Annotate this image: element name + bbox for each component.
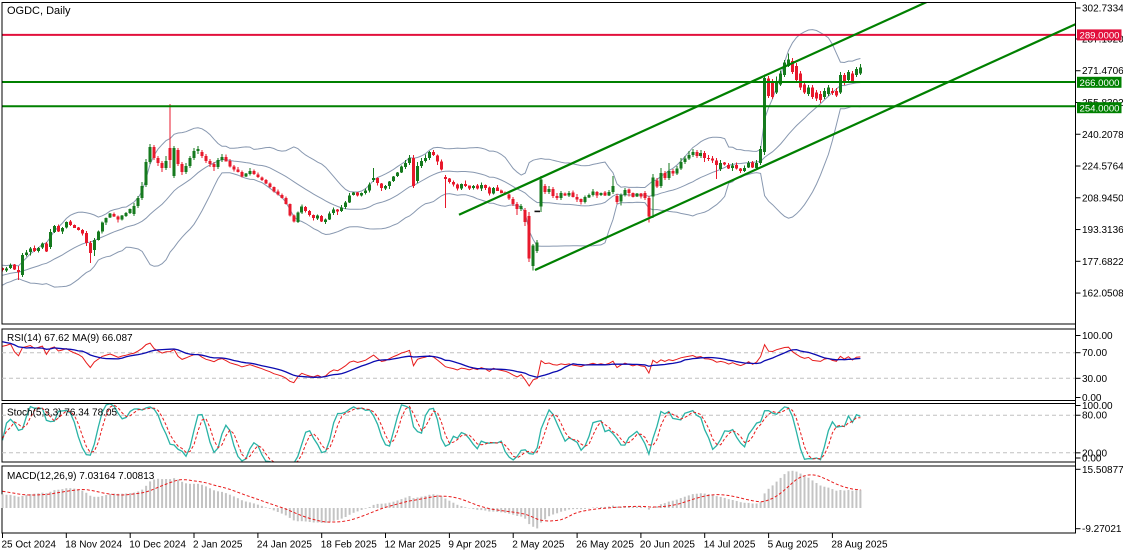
svg-text:9 Apr 2025: 9 Apr 2025: [448, 540, 497, 551]
svg-text:25 Oct 2024: 25 Oct 2024: [2, 540, 57, 551]
svg-text:12 Mar 2025: 12 Mar 2025: [385, 540, 442, 551]
svg-text:18 Nov 2024: 18 Nov 2024: [65, 540, 122, 551]
svg-text:20 Jun 2025: 20 Jun 2025: [640, 540, 695, 551]
svg-text:10 Dec 2024: 10 Dec 2024: [129, 540, 186, 551]
svg-text:20.00: 20.00: [1082, 448, 1107, 459]
svg-text:193.3136: 193.3136: [1082, 225, 1123, 236]
svg-text:224.5764: 224.5764: [1082, 162, 1123, 173]
svg-text:18 Feb 2025: 18 Feb 2025: [321, 540, 378, 551]
svg-text:26 May 2025: 26 May 2025: [576, 540, 634, 551]
svg-text:70.00: 70.00: [1082, 348, 1107, 359]
svg-text:2 Jan 2025: 2 Jan 2025: [193, 540, 243, 551]
svg-text:24 Jan 2025: 24 Jan 2025: [257, 540, 312, 551]
svg-text:2 May 2025: 2 May 2025: [512, 540, 565, 551]
svg-text:15.50877: 15.50877: [1082, 465, 1123, 476]
svg-text:80.00: 80.00: [1082, 411, 1107, 422]
svg-text:30.00: 30.00: [1082, 374, 1107, 385]
svg-text:14 Jul 2025: 14 Jul 2025: [704, 540, 756, 551]
svg-text:289.0000: 289.0000: [1080, 31, 1120, 42]
svg-text:RSI(14) 67.62 MA(9) 66.087: RSI(14) 67.62 MA(9) 66.087: [7, 333, 133, 344]
svg-text:302.7334: 302.7334: [1082, 4, 1123, 15]
svg-text:MACD(12,26,9) 7.03164 7.00813: MACD(12,26,9) 7.03164 7.00813: [7, 471, 155, 482]
svg-text:5 Aug 2025: 5 Aug 2025: [768, 540, 819, 551]
svg-text:100.00: 100.00: [1082, 401, 1113, 412]
svg-text:162.0508: 162.0508: [1082, 289, 1123, 300]
svg-text:240.2078: 240.2078: [1082, 130, 1123, 141]
svg-text:OGDC, Daily: OGDC, Daily: [7, 5, 71, 17]
svg-text:254.0000: 254.0000: [1080, 103, 1120, 114]
svg-text:100.00: 100.00: [1082, 331, 1113, 342]
svg-text:0.00: 0.00: [1082, 393, 1102, 404]
svg-text:177.6822: 177.6822: [1082, 257, 1123, 268]
svg-text:-9.27021: -9.27021: [1082, 524, 1122, 535]
svg-text:0.00: 0.00: [1082, 454, 1102, 465]
svg-text:266.0000: 266.0000: [1080, 78, 1120, 89]
svg-text:208.9450: 208.9450: [1082, 193, 1123, 204]
svg-text:28 Aug 2025: 28 Aug 2025: [831, 540, 888, 551]
svg-text:Stoch(5,3,3) 76.34 78.05: Stoch(5,3,3) 76.34 78.05: [7, 408, 118, 419]
svg-text:271.4706: 271.4706: [1082, 66, 1123, 77]
